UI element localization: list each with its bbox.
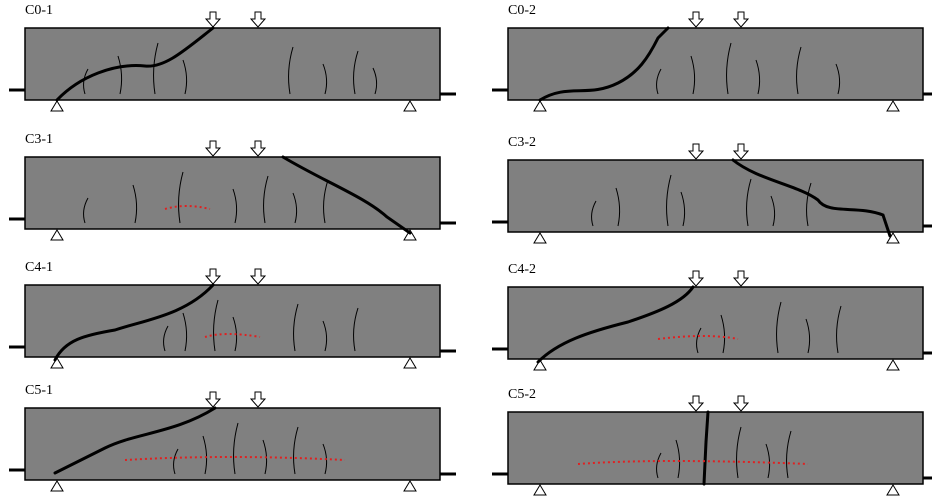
support-triangle: [404, 358, 416, 368]
beam: [25, 157, 440, 229]
support-triangle: [534, 101, 546, 111]
load-arrow: [734, 271, 748, 286]
load-arrow: [689, 271, 703, 286]
load-arrow: [734, 12, 748, 27]
load-arrow: [734, 144, 748, 159]
load-arrow: [251, 269, 265, 284]
beam: [508, 160, 923, 232]
crack-pattern-figure: C0-1 C0-2 C3-1 C3-2 C4-1 C4-2 C5-1 C5-2: [0, 0, 932, 497]
beam-panel: C0-1: [9, 3, 456, 111]
panel-label: C5-1: [25, 383, 53, 398]
panel-label: C0-2: [508, 3, 536, 18]
support-triangle: [534, 233, 546, 243]
load-arrow: [734, 396, 748, 411]
load-arrow: [251, 12, 265, 27]
load-arrow: [206, 141, 220, 156]
beam: [508, 287, 923, 359]
support-triangle: [51, 230, 63, 240]
panel-label: C4-1: [25, 260, 53, 275]
load-arrow: [689, 12, 703, 27]
beam: [508, 28, 923, 100]
load-arrow: [206, 12, 220, 27]
beam-panel: C3-1: [9, 132, 456, 240]
beam-panel: C4-1: [9, 260, 456, 368]
panel-label: C0-1: [25, 3, 53, 18]
load-arrow: [689, 144, 703, 159]
support-triangle: [887, 101, 899, 111]
load-arrow: [251, 141, 265, 156]
beam: [25, 28, 440, 100]
load-arrow: [689, 396, 703, 411]
beam: [25, 408, 440, 480]
panel-label: C5-2: [508, 387, 536, 402]
beam-panel: C5-2: [492, 387, 932, 495]
support-triangle: [534, 485, 546, 495]
support-triangle: [51, 481, 63, 491]
panel-label: C3-1: [25, 132, 53, 147]
load-arrow: [206, 392, 220, 407]
support-triangle: [887, 485, 899, 495]
panel-label: C3-2: [508, 135, 536, 150]
support-triangle: [51, 101, 63, 111]
load-arrow: [251, 392, 265, 407]
beam: [508, 412, 923, 484]
support-triangle: [404, 101, 416, 111]
support-triangle: [51, 358, 63, 368]
load-arrow: [206, 269, 220, 284]
panel-label: C4-2: [508, 262, 536, 277]
support-triangle: [887, 360, 899, 370]
support-triangle: [404, 481, 416, 491]
beam-panel: C0-2: [492, 3, 932, 111]
beam: [25, 285, 440, 357]
beam-panel: C5-1: [9, 383, 456, 491]
beam-panel: C3-2: [492, 135, 932, 243]
beam-panel: C4-2: [492, 262, 932, 370]
